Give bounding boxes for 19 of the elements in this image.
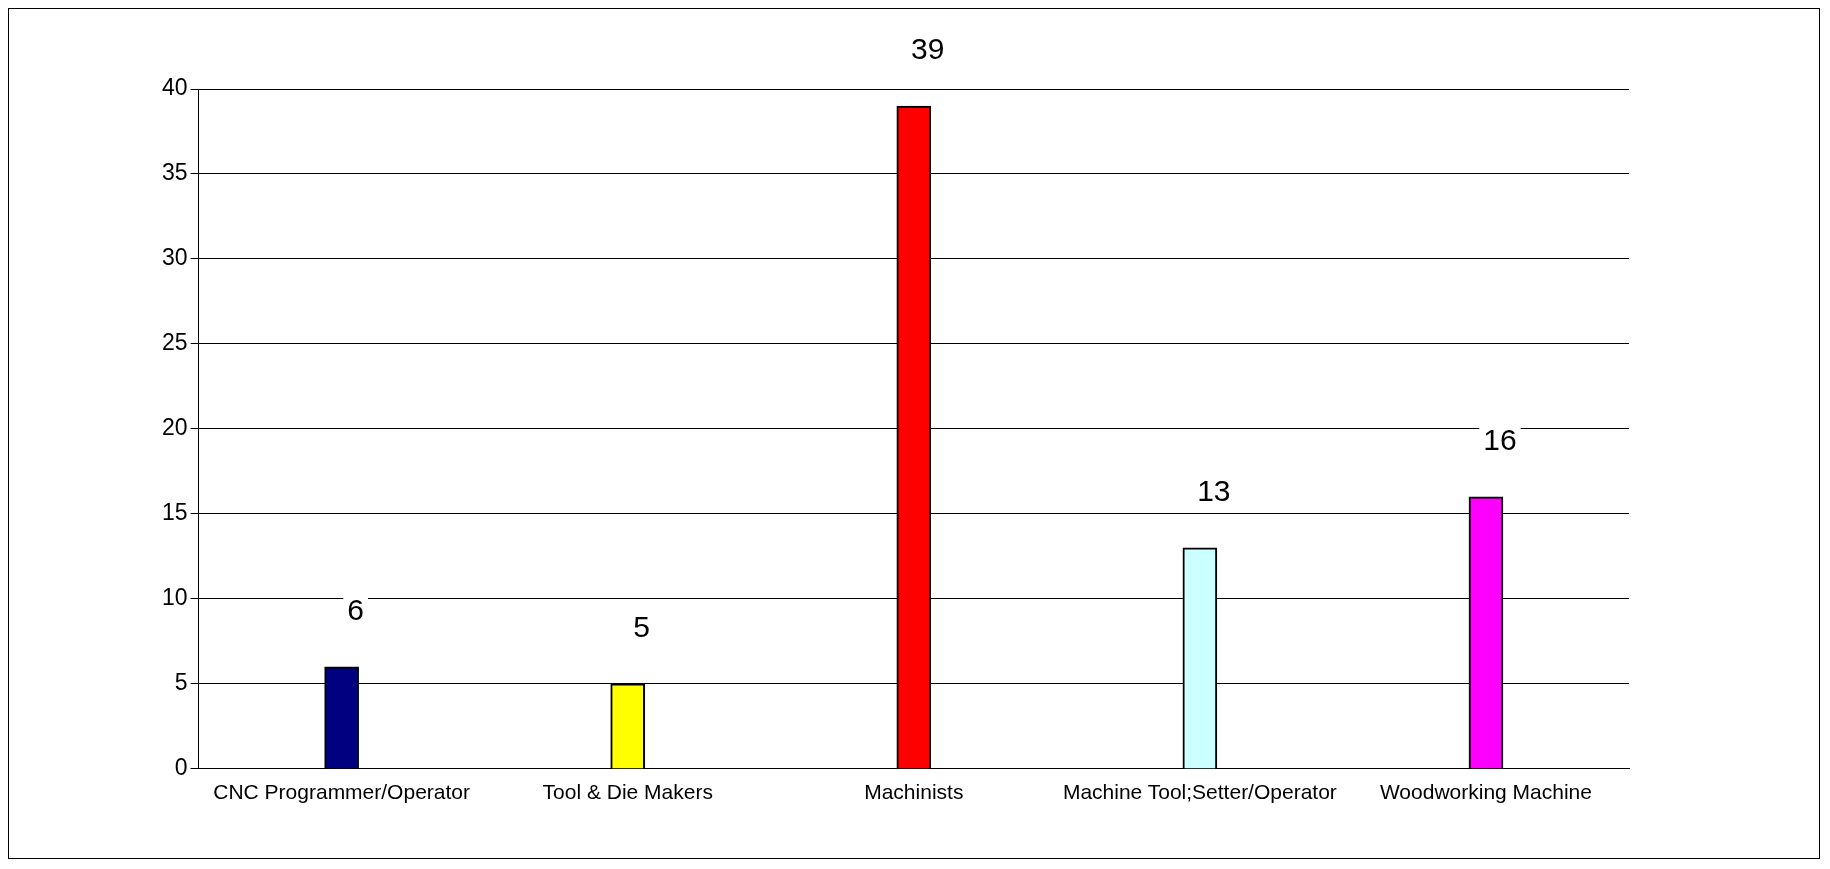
y-tick-label: 0 bbox=[174, 754, 188, 781]
data-label: 13 bbox=[1197, 474, 1231, 508]
y-tick-label: 15 bbox=[161, 499, 188, 526]
data-label: 39 bbox=[911, 32, 945, 66]
data-label: 6 bbox=[347, 593, 364, 627]
y-tick-label: 10 bbox=[161, 584, 188, 611]
x-tick-label: Tool & Die Makers bbox=[542, 780, 713, 804]
x-tick-label: Machine Tool;Setter/Operator bbox=[1062, 780, 1337, 804]
x-tick-label: Machinists bbox=[864, 780, 964, 804]
x-tick-label: Woodworking Machine bbox=[1379, 780, 1592, 804]
y-tick-label: 40 bbox=[161, 74, 188, 101]
y-tick-label: 5 bbox=[174, 669, 188, 696]
y-tick-label: 25 bbox=[161, 329, 188, 356]
data-label: 5 bbox=[633, 610, 651, 644]
data-label: 16 bbox=[1483, 423, 1517, 457]
y-tick-label: 35 bbox=[161, 159, 188, 186]
y-tick-label: 20 bbox=[161, 414, 188, 441]
y-tick-label: 30 bbox=[161, 244, 188, 271]
x-tick-label: CNC Programmer/Operator bbox=[213, 780, 470, 804]
